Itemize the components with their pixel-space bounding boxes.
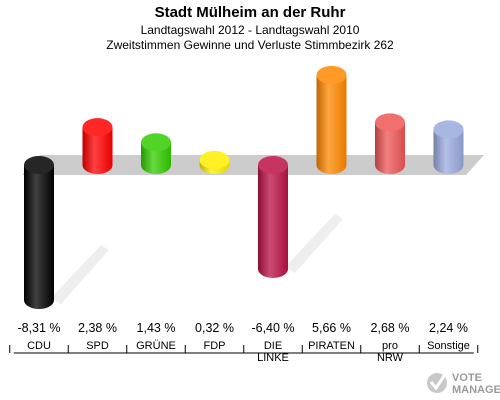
value-label-pro-nrw: 2,68 % xyxy=(371,321,410,335)
bar-spd xyxy=(82,118,113,174)
plot-area xyxy=(22,66,484,309)
bar-top-cap xyxy=(82,118,113,137)
bar-gr-ne xyxy=(141,133,171,174)
bar-body xyxy=(258,165,288,269)
value-label-spd: 2,38 % xyxy=(78,321,117,335)
value-label-gr-ne: 1,43 % xyxy=(137,321,176,335)
logo-text: VOTE xyxy=(452,372,482,384)
bar-bottom-cap xyxy=(24,291,54,309)
bar-bottom-cap xyxy=(141,156,171,174)
category-label-cdu: CDU xyxy=(27,340,51,352)
chart-subtitle-line-1: Landtagswahl 2012 - Landtagswahl 2010 xyxy=(141,23,360,37)
category-label-sonstige: Sonstige xyxy=(427,340,470,352)
bar-top-cap xyxy=(199,150,230,169)
bar-piraten xyxy=(316,66,347,174)
category-label-die-linke: DIE xyxy=(264,340,282,352)
bar-sonstige xyxy=(433,120,464,174)
bar-shadow xyxy=(51,245,109,304)
bar-top-cap xyxy=(433,120,464,139)
category-label-spd: SPD xyxy=(86,340,109,352)
bar-bottom-cap xyxy=(258,259,288,278)
bar-top-cap xyxy=(24,156,54,174)
bars-layer xyxy=(24,66,464,309)
bar-bottom-cap xyxy=(433,156,464,174)
logo-subtext: MANAGER xyxy=(452,384,500,396)
vote-manager-logo: VOTE MANAGER xyxy=(427,372,500,396)
value-label-die-linke: -6,40 % xyxy=(251,321,294,335)
bar-bottom-cap xyxy=(82,156,113,174)
chart-subtitle-line-2: Zweitstimmen Gewinne und Verluste Stimmb… xyxy=(106,38,394,52)
value-label-fdp: 0,32 % xyxy=(195,321,234,335)
value-label-sonstige: 2,24 % xyxy=(429,321,468,335)
bar-top-cap xyxy=(258,156,288,174)
bar-shadow xyxy=(285,213,343,273)
bar-body xyxy=(316,75,347,165)
bar-die-linke xyxy=(258,156,343,278)
logo-check-icon xyxy=(427,372,448,393)
bar-top-cap xyxy=(141,133,171,152)
bar-body xyxy=(24,165,54,300)
zero-baseline-band xyxy=(22,155,484,175)
bar-bottom-cap xyxy=(316,156,347,174)
category-label-fdp: FDP xyxy=(204,340,226,352)
bar-top-cap xyxy=(316,66,347,84)
category-label-pro-nrw: NRW xyxy=(377,352,404,364)
bar-pro-nrw xyxy=(375,113,405,174)
bar-fdp xyxy=(199,150,230,174)
bar-top-cap xyxy=(375,113,405,132)
value-label-piraten: 5,66 % xyxy=(312,321,351,335)
category-label-piraten: PIRATEN xyxy=(308,340,355,352)
value-labels: -8,31 % 2,38 % 1,43 % 0,32 % -6,40 % 5,66 % 2,… xyxy=(17,321,468,335)
value-label-cdu: -8,31 % xyxy=(17,321,60,335)
bar-bottom-cap xyxy=(375,156,405,174)
category-label-pro-nrw: pro xyxy=(382,340,398,352)
category-label-die-linke: LINKE xyxy=(257,352,289,364)
bar-cdu xyxy=(24,156,109,309)
category-label-gr-ne: GRÜNE xyxy=(136,340,176,352)
chart-title: Stadt Mülheim an der Ruhr xyxy=(155,4,346,21)
